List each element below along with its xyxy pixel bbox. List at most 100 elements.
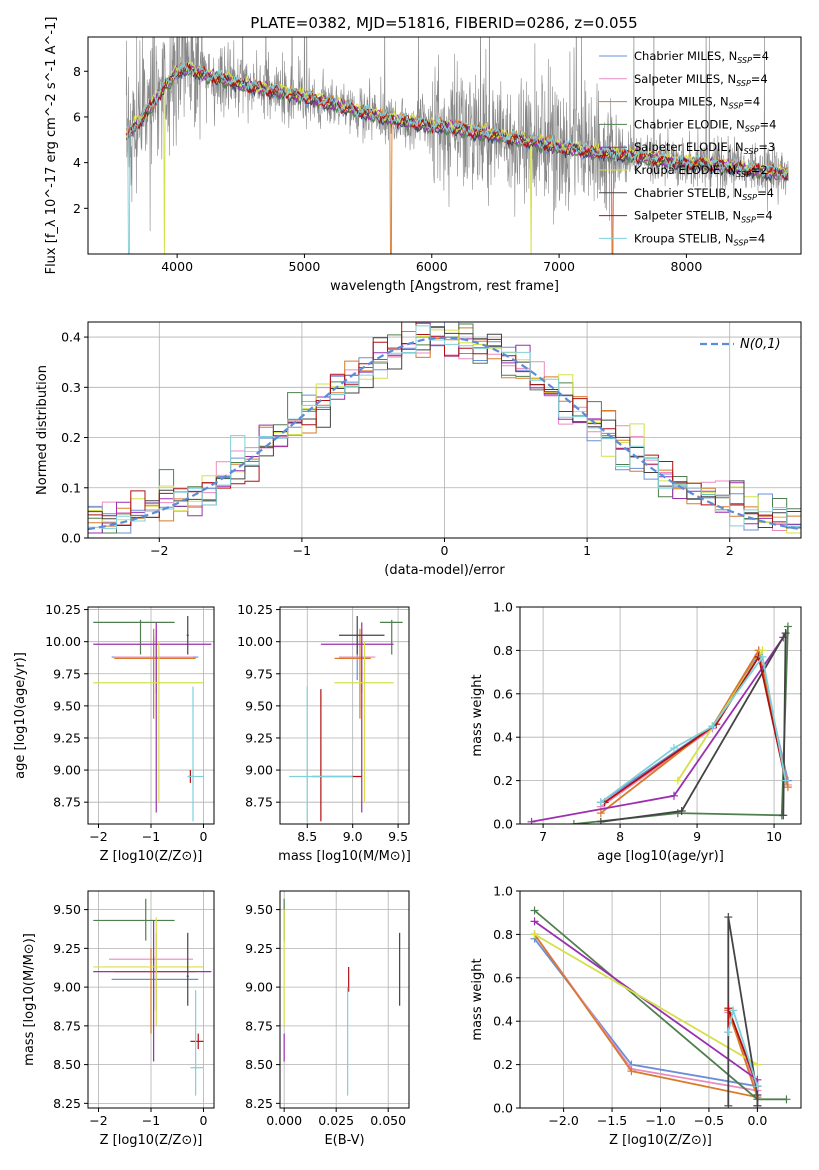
y-tick-label: 0.2 xyxy=(493,1057,513,1072)
weight-line-4 xyxy=(533,920,759,1106)
y-axis-label: mass weight xyxy=(470,958,485,1040)
plot-area xyxy=(93,898,212,1096)
y-tick-label: 9.50 xyxy=(245,698,273,713)
weight-line-6 xyxy=(600,629,787,823)
weight-marker xyxy=(724,1101,733,1108)
y-tick-label: 8.50 xyxy=(245,1057,273,1072)
x-tick-label: 8000 xyxy=(671,259,703,274)
panel-mass-vs-Z: −2 −1 0 8.25 8.50 8.75 9.00 9.25 9.50 Z [log10(Z/… xyxy=(22,890,215,1148)
x-tick-label: −2.0 xyxy=(548,1113,578,1128)
weight-marker xyxy=(753,1090,762,1099)
x-tick-label: −1.0 xyxy=(645,1113,675,1128)
legend-entry: Salpeter MILES, NSSP=4 xyxy=(634,72,768,88)
plot-area xyxy=(527,622,792,824)
y-tick-label: 0.0 xyxy=(493,817,513,832)
plot-area xyxy=(530,906,791,1108)
weight-marker xyxy=(781,629,790,638)
x-tick-label: 0.025 xyxy=(318,1113,354,1128)
x-tick-label: 8.5 xyxy=(297,829,317,844)
x-tick-label: 9.5 xyxy=(388,829,408,844)
weight-marker xyxy=(530,906,539,915)
weight-marker xyxy=(627,1067,636,1076)
legend-entry: Salpeter ELODIE, NSSP=3 xyxy=(634,140,775,156)
y-tick-label: 6 xyxy=(73,109,81,124)
weight-marker xyxy=(729,1006,738,1015)
y-tick-label: 9.00 xyxy=(245,980,273,995)
weight-marker xyxy=(724,913,733,922)
weight-marker xyxy=(596,809,605,818)
x-tick-label: −1 xyxy=(293,543,311,558)
plot-area xyxy=(289,615,403,822)
model-spectrum-8 xyxy=(125,62,789,254)
weight-marker xyxy=(783,783,792,792)
y-tick-label: 0.6 xyxy=(493,970,513,985)
legend-entry: Chabrier MILES, NSSP=4 xyxy=(634,49,769,65)
y-tick-label: 0.8 xyxy=(493,927,513,942)
weight-marker xyxy=(724,1028,733,1037)
x-tick-label: 9 xyxy=(693,829,701,844)
weight-marker xyxy=(530,930,539,939)
y-tick-label: 10.25 xyxy=(45,602,81,617)
weight-marker xyxy=(677,806,686,815)
plot-area xyxy=(88,322,801,534)
x-tick-label: 6000 xyxy=(416,259,448,274)
y-tick-label: 0.4 xyxy=(493,1014,513,1029)
histogram-6 xyxy=(88,326,801,529)
y-tick-label: 0.1 xyxy=(61,480,81,495)
weight-line-2 xyxy=(533,933,759,1099)
panel-spectrum: 4000 5000 6000 7000 8000 2 4 6 8 wavelength [Angs… xyxy=(44,17,802,294)
y-tick-label: 0.4 xyxy=(61,330,81,345)
model-spectrum-5 xyxy=(125,61,789,254)
x-tick-label: −2 xyxy=(150,543,168,558)
y-tick-label: 0.4 xyxy=(493,730,513,745)
y-tick-label: 9.50 xyxy=(53,902,81,917)
plot-area xyxy=(93,615,212,822)
x-tick-label: 8 xyxy=(616,829,624,844)
y-tick-label: 0.0 xyxy=(61,531,81,546)
legend-entry: N(0,1) xyxy=(740,337,781,352)
weight-marker xyxy=(596,817,605,824)
plot-area xyxy=(283,898,401,1096)
y-tick-label: 8.75 xyxy=(245,795,273,810)
x-tick-label: −1 xyxy=(142,1113,160,1128)
x-tick-label: 9.0 xyxy=(343,829,363,844)
weight-marker xyxy=(758,652,767,661)
x-tick-label: 0.000 xyxy=(266,1113,302,1128)
y-tick-label: 8.75 xyxy=(53,795,81,810)
y-tick-label: 8.50 xyxy=(53,1057,81,1072)
x-axis-label: Z [log10(Z/Z⊙)] xyxy=(100,849,203,864)
model-spectrum-7 xyxy=(126,63,789,181)
y-tick-label: 9.00 xyxy=(53,763,81,778)
y-tick-label: 8.25 xyxy=(53,1096,81,1111)
weight-line-0 xyxy=(533,938,759,1088)
weight-marker xyxy=(669,744,678,753)
legend-entry: Kroupa ELODIE, NSSP=2 xyxy=(634,163,768,179)
y-tick-label: 0.3 xyxy=(61,380,81,395)
legend-entry: Kroupa MILES, NSSP=4 xyxy=(634,95,760,111)
y-axis-label: Normed distribution xyxy=(35,365,50,495)
y-tick-label: 10.00 xyxy=(45,634,81,649)
y-axis-label: age [log10(age/yr)] xyxy=(13,652,28,779)
y-tick-label: 4 xyxy=(73,155,81,170)
y-tick-label: 9.25 xyxy=(245,941,273,956)
y-tick-label: 1.0 xyxy=(493,600,513,615)
weight-line-4 xyxy=(531,636,785,823)
y-tick-label: 9.25 xyxy=(245,730,273,745)
x-tick-label: 0.050 xyxy=(370,1113,406,1128)
y-tick-label: 8.25 xyxy=(245,1096,273,1111)
y-tick-label: 9.00 xyxy=(245,763,273,778)
x-tick-label: 10 xyxy=(766,829,782,844)
axes-frame xyxy=(87,36,802,255)
x-tick-label: 7 xyxy=(539,829,547,844)
x-tick-label: 7000 xyxy=(543,259,575,274)
panel-age-vs-mass: 8.5 9.0 9.5 8.75 9.00 9.25 9.50 9.75 10.00 10.25 m… xyxy=(237,602,411,864)
axes-frame xyxy=(279,890,410,1109)
x-tick-label: 1 xyxy=(583,543,591,558)
y-tick-label: 10.25 xyxy=(237,602,273,617)
y-tick-label: 8 xyxy=(73,64,81,79)
y-tick-label: 8.75 xyxy=(53,1018,81,1033)
y-tick-label: 9.50 xyxy=(245,902,273,917)
panel-age-vs-Z: −2 −1 0 8.75 9.00 9.25 9.50 9.75 10.00 10.25 Z [lo… xyxy=(13,602,215,864)
weight-marker xyxy=(782,1095,791,1104)
